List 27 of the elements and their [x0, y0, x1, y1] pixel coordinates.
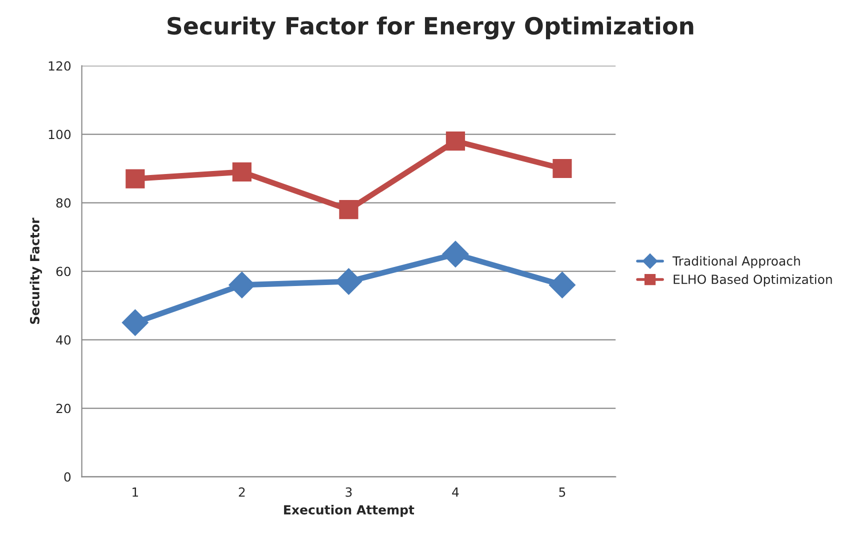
point [122, 309, 148, 336]
point [339, 200, 358, 220]
x-tick-label: 5 [559, 488, 566, 497]
y-tick-label: 20 [56, 404, 71, 414]
point [442, 240, 469, 268]
x-axis-title: Execution Attempt [284, 504, 414, 517]
y-axis-title: Security Factor [30, 218, 42, 324]
point [335, 268, 362, 295]
x-tick-label: 3 [346, 487, 352, 497]
y-tick-label: 0 [64, 472, 71, 482]
point [552, 158, 572, 178]
y-tick-label: 120 [48, 61, 71, 71]
point [232, 162, 252, 182]
y-tick-label: 100 [48, 130, 71, 140]
y-tick-label: 40 [56, 335, 71, 345]
y-tick-label: 80 [56, 198, 71, 208]
point [446, 132, 466, 151]
legend-label: Traditional Approach [672, 256, 800, 268]
x-tick-label: 2 [238, 487, 245, 497]
x-tick-label: 1 [132, 488, 138, 497]
point [228, 272, 256, 298]
chart-title: Security Factor for Energy Optimization [168, 16, 694, 40]
point [548, 272, 576, 298]
legend-label: ELHO Based Optimization [674, 274, 832, 286]
y-tick-label: 60 [56, 266, 71, 276]
x-tick-label: 4 [452, 488, 459, 497]
point [126, 169, 145, 188]
